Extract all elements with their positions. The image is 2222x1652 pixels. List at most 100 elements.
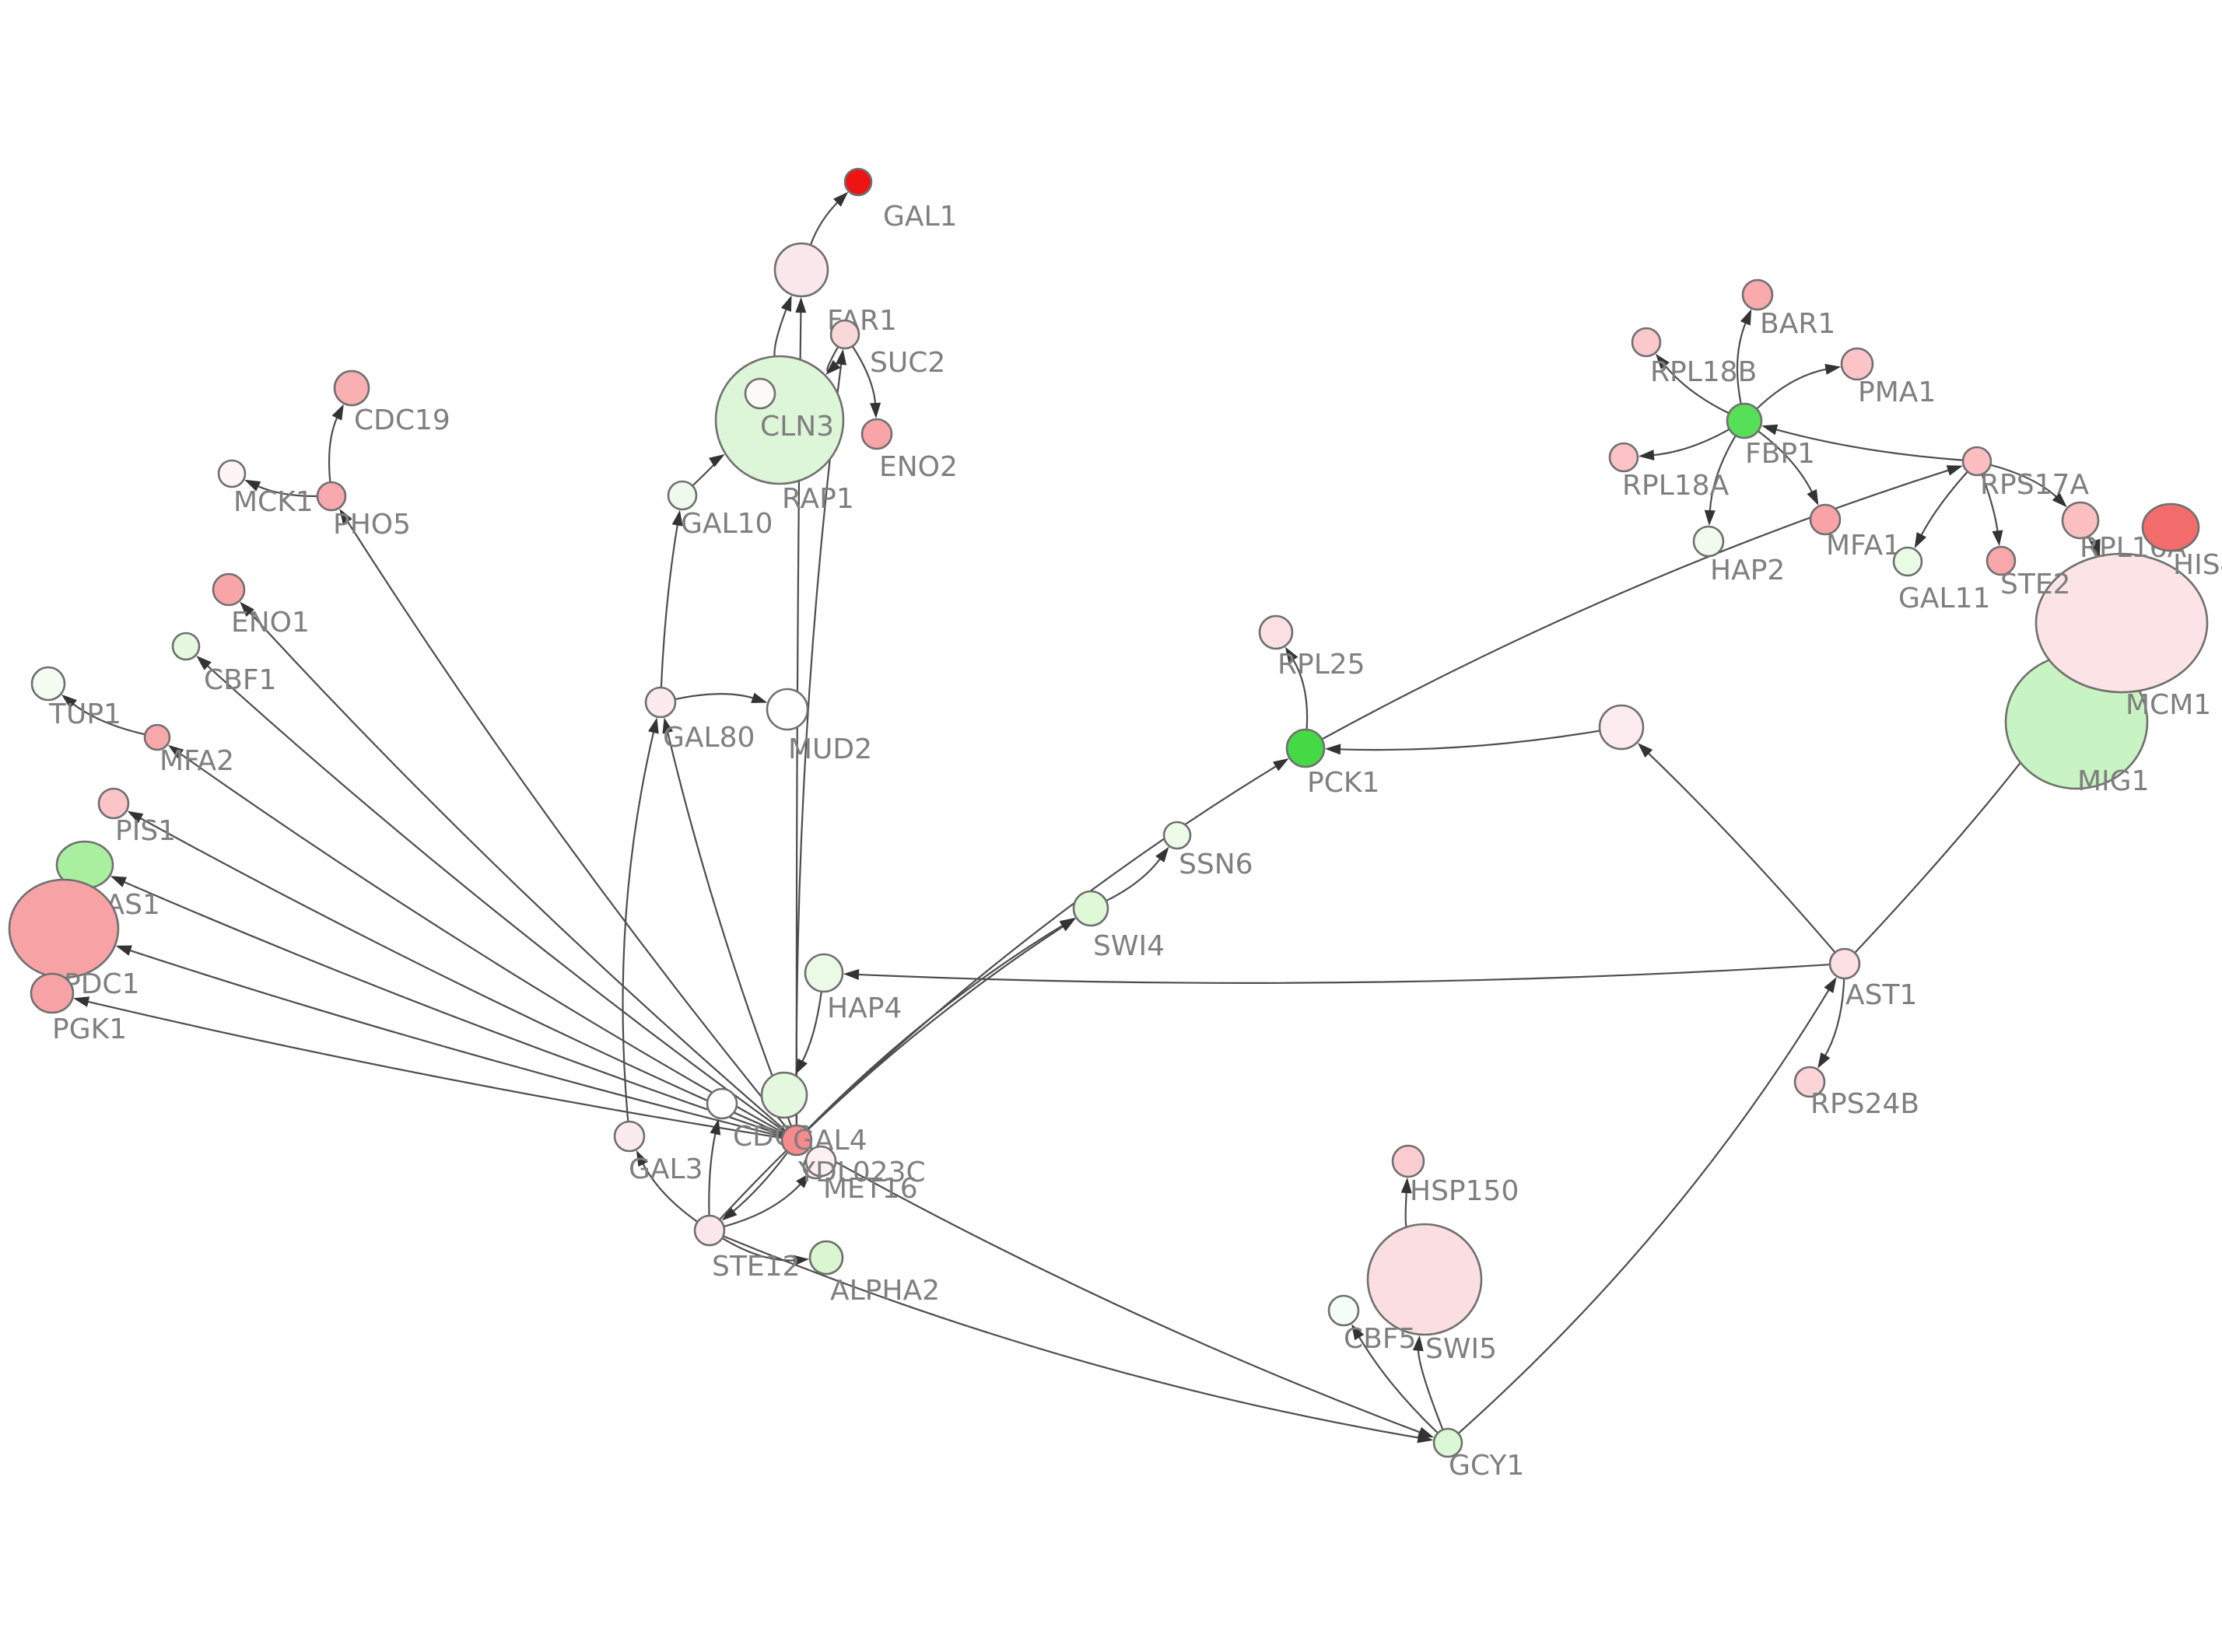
node-STE12[interactable] <box>693 1214 726 1247</box>
edge-STE12-SWI4[interactable] <box>719 924 1066 1220</box>
edge-GAL4-RAS1[interactable] <box>121 880 783 1136</box>
edge-FBP1-PMA1[interactable] <box>1756 368 1829 409</box>
edge-GAL4-PHO5[interactable] <box>345 518 788 1129</box>
edge-RPS17A-FBP1[interactable] <box>1773 428 1963 461</box>
node-TUP1[interactable] <box>30 666 66 702</box>
node-MFA2[interactable] <box>143 723 171 751</box>
node-PIS1[interactable] <box>97 787 130 820</box>
node-RAP1[interactable] <box>744 377 776 410</box>
edge-HAP4-GREEN1[interactable] <box>800 992 822 1065</box>
node-CDC19[interactable] <box>333 369 370 407</box>
edge-AST1-RPS24B[interactable] <box>1823 978 1845 1059</box>
edge-MFA2-TUP1[interactable] <box>70 702 145 736</box>
edge-SUC2-ENO2[interactable] <box>852 346 877 407</box>
edge-PHO5-CDC19[interactable] <box>328 415 339 482</box>
node-RPL18B[interactable] <box>1631 327 1662 358</box>
node-CBF1[interactable] <box>171 632 201 661</box>
edge-PCK1-RPL25[interactable] <box>1291 656 1309 730</box>
node-STE2[interactable] <box>1985 545 2017 576</box>
edge-RPS17A-STE2[interactable] <box>1981 474 1999 534</box>
edge-GAL4-MFA2[interactable] <box>177 751 784 1134</box>
edge-GCY1-AST1[interactable] <box>1458 987 1831 1434</box>
edge-STE12-CDC6[interactable] <box>708 1130 717 1216</box>
node-SSN6[interactable] <box>1162 821 1192 850</box>
node-ALPHA2[interactable] <box>808 1240 844 1276</box>
node-SUC2[interactable] <box>829 319 860 350</box>
edge-GCY1-CBF5[interactable] <box>1357 1334 1439 1433</box>
node-BAR1[interactable] <box>1741 278 1774 311</box>
edge-FBP1-BAR1[interactable] <box>1736 320 1747 404</box>
edge-STE12-GAL3[interactable] <box>640 1160 698 1223</box>
edge-GAL4-PIS1[interactable] <box>137 816 783 1136</box>
node-PDC1[interactable] <box>8 878 120 979</box>
node-RPS24B[interactable] <box>1793 1066 1826 1098</box>
edge-FBP1-RPL18B[interactable] <box>1663 362 1729 414</box>
node-PMA1[interactable] <box>1840 347 1874 381</box>
node-FAR1[interactable] <box>773 242 829 298</box>
edge-GAL4-GCY1[interactable] <box>809 1146 1423 1434</box>
node-GAL4[interactable] <box>780 1124 813 1157</box>
edge-FBP1-MFA1[interactable] <box>1758 430 1814 495</box>
node-RPS17A[interactable] <box>1961 446 1992 477</box>
edge-SWI4-SSN6[interactable] <box>1106 856 1162 901</box>
edge-RPS17A-RPL16A[interactable] <box>1991 464 2059 499</box>
node-FBP1[interactable] <box>1726 402 1763 439</box>
node-group-PCK1: PCK1 <box>1285 728 1379 799</box>
node-GAL3[interactable] <box>613 1120 646 1153</box>
node-CDC6[interactable] <box>706 1087 738 1120</box>
edge-GAL4-STE12[interactable] <box>731 1152 788 1214</box>
node-HAP2[interactable] <box>1692 525 1725 558</box>
edge-SWI5-HSP150[interactable] <box>1404 1189 1407 1227</box>
node-GREEN1[interactable] <box>760 1071 808 1119</box>
edge-GAL80-MUD2[interactable] <box>675 693 756 700</box>
edge-GAL4-CBF1[interactable] <box>205 663 785 1132</box>
node-MCM1[interactable] <box>2034 552 2209 694</box>
edge-STE12-YDL023C[interactable] <box>724 1181 803 1227</box>
node-PGK1[interactable] <box>30 972 75 1014</box>
node-GAL1[interactable] <box>843 167 873 197</box>
edge-AST1-PINK1[interactable] <box>1645 751 1835 953</box>
edge-AST1-HAP4[interactable] <box>855 964 1830 984</box>
node-GCY1[interactable] <box>1432 1427 1463 1458</box>
edge-STE12-ALPHA2[interactable] <box>722 1237 797 1262</box>
node-RPL18A[interactable] <box>1608 442 1639 473</box>
node-AST1[interactable] <box>1828 947 1861 980</box>
node-MCK1[interactable] <box>217 459 247 488</box>
node-PHO5[interactable] <box>316 481 347 512</box>
node-SWI4[interactable] <box>1072 890 1109 927</box>
node-ENO1[interactable] <box>212 572 246 607</box>
edge-RPS17A-GAL11[interactable] <box>1919 471 1968 538</box>
edge-FAR1-GAL1[interactable] <box>810 200 840 245</box>
edge-GAL4-PDC1[interactable] <box>127 948 782 1138</box>
node-HSP150[interactable] <box>1391 1144 1425 1178</box>
edge-PCK1-RPS17A[interactable] <box>1322 468 1952 740</box>
node-CBF5[interactable] <box>1327 1294 1360 1327</box>
node-GAL10[interactable] <box>667 480 698 511</box>
node-HIS4[interactable] <box>2141 502 2200 552</box>
edge-GCY1-SWI5[interactable] <box>1417 1347 1444 1430</box>
edge-GAL80-GAL10[interactable] <box>660 522 679 688</box>
node-GAL11[interactable] <box>1892 546 1923 577</box>
node-ENO2[interactable] <box>860 418 893 450</box>
edge-STE12-GCY1[interactable] <box>724 1235 1421 1440</box>
edge-GAL4-ENO1[interactable] <box>247 610 786 1131</box>
edge-GAL4-PCK1[interactable] <box>807 764 1279 1130</box>
edge-FBP1-HAP2[interactable] <box>1709 436 1737 514</box>
edge-CLN3-FAR1[interactable] <box>773 306 788 356</box>
node-RPL25[interactable] <box>1258 614 1294 650</box>
edge-PINK1-PCK1[interactable] <box>1337 730 1600 751</box>
node-GAL80[interactable] <box>644 686 677 719</box>
node-PINK1[interactable] <box>1598 704 1645 751</box>
node-MFA1[interactable] <box>1809 503 1842 536</box>
node-MUD2[interactable] <box>766 688 809 731</box>
node-HAP4[interactable] <box>804 953 844 993</box>
edge-FBP1-RPL18A[interactable] <box>1650 429 1730 457</box>
node-RPL16A[interactable] <box>2061 501 2100 540</box>
node-PCK1[interactable] <box>1285 728 1326 768</box>
edge-GAL4-PGK1[interactable] <box>85 1000 782 1139</box>
edge-PHO5-MCK1[interactable] <box>255 484 317 498</box>
edge-GAL4-SWI4[interactable] <box>807 923 1066 1130</box>
edge-GAL4-GAL80[interactable] <box>666 729 792 1126</box>
node-YDL023C[interactable] <box>804 1145 837 1178</box>
node-SWI5[interactable] <box>1366 1223 1483 1336</box>
